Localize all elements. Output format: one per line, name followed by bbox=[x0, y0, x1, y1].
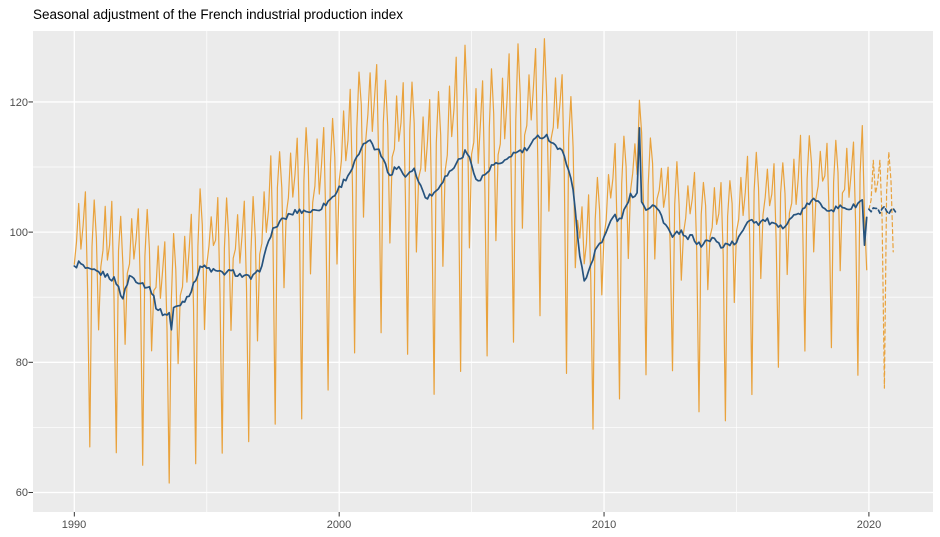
y-axis-tick-labels: 60 80 100 120 bbox=[10, 97, 28, 499]
raw-series-line bbox=[73, 38, 868, 484]
adjusted-forecast-line bbox=[868, 205, 897, 215]
x-axis-tick-label-2000: 2000 bbox=[327, 519, 351, 531]
x-axis-tick-label-2010: 2010 bbox=[592, 519, 616, 531]
raw-forecast-line bbox=[868, 151, 894, 389]
series-layer bbox=[73, 38, 897, 484]
y-axis-tick-label-80: 80 bbox=[16, 357, 28, 369]
x-axis-tick-labels: 1990 2000 2010 2020 bbox=[62, 519, 881, 531]
y-axis-tick-label-60: 60 bbox=[16, 487, 28, 499]
chart-title: Seasonal adjustment of the French indust… bbox=[33, 7, 403, 22]
x-axis-tick-label-2020: 2020 bbox=[857, 519, 881, 531]
y-axis-tick-label-120: 120 bbox=[10, 97, 28, 109]
axis-ticks-layer bbox=[28, 101, 870, 517]
x-axis-tick-label-1990: 1990 bbox=[62, 519, 86, 531]
adjusted-series-line bbox=[73, 126, 868, 331]
y-axis-tick-label-100: 100 bbox=[10, 227, 28, 239]
